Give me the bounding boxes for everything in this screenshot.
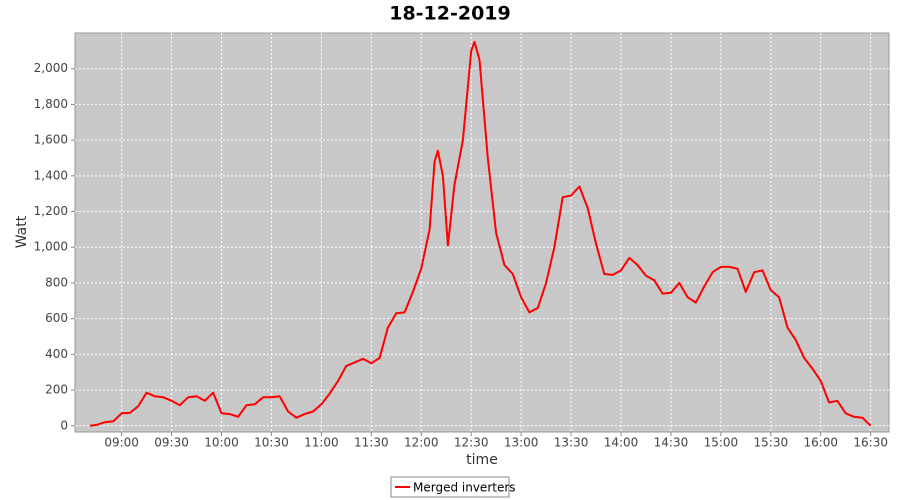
y-tick-label: 800 (45, 275, 68, 289)
x-tick-label: 14:30 (654, 436, 689, 450)
x-tick-label: 15:30 (754, 436, 789, 450)
x-tick-label: 14:00 (604, 436, 639, 450)
y-tick-label: 1,400 (34, 168, 68, 182)
x-tick-label: 16:30 (853, 436, 888, 450)
y-tick-label: 1,600 (34, 133, 68, 147)
x-tick-label: 09:30 (154, 436, 189, 450)
y-tick-label: 1,200 (34, 204, 68, 218)
x-tick-label: 13:00 (504, 436, 539, 450)
x-tick-label: 12:30 (454, 436, 489, 450)
x-tick-label: 11:00 (304, 436, 339, 450)
chart-title: 18-12-2019 (389, 3, 511, 25)
y-tick-label: 400 (45, 347, 68, 361)
x-tick-label: 13:30 (554, 436, 589, 450)
y-tick-label: 600 (45, 311, 68, 325)
y-axis-label: Watt (14, 215, 30, 248)
legend-box (390, 476, 510, 498)
x-tick-label: 11:30 (354, 436, 389, 450)
x-tick-label: 12:00 (404, 436, 439, 450)
y-tick-label: 1,000 (34, 240, 68, 254)
x-tick-label: 16:00 (803, 436, 838, 450)
data-line (89, 40, 872, 427)
legend-label: Merged inverters (413, 481, 516, 495)
y-tick-label: 2,000 (34, 61, 68, 75)
y-tick-label: 1,800 (34, 97, 68, 111)
x-tick-label: 09:00 (104, 436, 139, 450)
x-axis-label: time (466, 452, 498, 468)
y-tick-label: 200 (45, 383, 68, 397)
y-tick-label: 0 (60, 418, 68, 432)
x-tick-label: 10:00 (204, 436, 239, 450)
x-tick-label: 15:00 (704, 436, 739, 450)
x-tick-label: 10:30 (254, 436, 289, 450)
legend: Merged inverters (390, 476, 516, 498)
